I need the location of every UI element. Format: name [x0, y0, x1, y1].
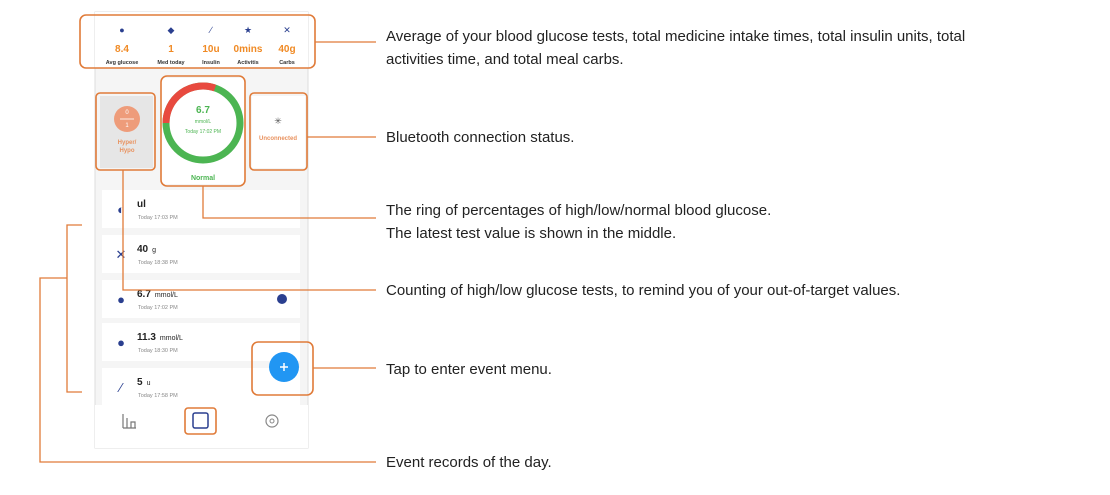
event-card[interactable] — [102, 235, 300, 273]
event-time: Today 18:30 PM — [138, 348, 178, 354]
latest-unit: mmol/L — [195, 119, 212, 125]
event-icon: ◐ — [117, 202, 125, 217]
event-value: 40 g — [137, 244, 156, 255]
event-value: 11.3 mmol/L — [137, 332, 183, 343]
highlight-nav — [184, 407, 217, 435]
event-time: Today 17:03 PM — [138, 215, 178, 221]
highlight-hyper-hypo — [95, 92, 156, 171]
stat-value: 0mins — [234, 44, 263, 55]
event-unit: mmol/L — [155, 292, 178, 299]
annotation-text: Event records of the day. — [386, 454, 552, 471]
hyper-label: Hyper/ — [118, 140, 137, 146]
stats: ● 8.4 Avg glucose ◆ 1 Med today ∕ 10u Insulin ★ 0m… — [106, 25, 296, 66]
stat-label: Med today — [157, 60, 185, 66]
event-card[interactable] — [102, 190, 300, 228]
annotation-text: activities time, and total meal carbs. — [386, 51, 624, 68]
stat-value: 1 — [168, 44, 174, 55]
event-number: 11.3 — [137, 332, 156, 343]
bluetooth-status: Unconnected — [259, 136, 297, 142]
plus-icon — [280, 363, 288, 371]
annotation-text: Counting of high/low glucose tests, to r… — [386, 282, 900, 299]
stat-value: 40g — [278, 44, 295, 55]
leader-line — [122, 170, 376, 291]
event-number: ul — [137, 199, 146, 210]
event-icon: ✕ — [116, 247, 127, 262]
leader-line — [39, 224, 376, 463]
stats-bar — [95, 12, 308, 68]
event-time: Today 17:58 PM — [138, 393, 178, 399]
latest-time: Today 17:02 PM — [185, 129, 221, 135]
latest-value: 6.7 — [196, 105, 210, 116]
stat-value: 10u — [202, 44, 219, 55]
event-time: Today 17:02 PM — [138, 305, 178, 311]
event-value: 6.7 mmol/L — [137, 289, 178, 300]
stat-icon: ★ — [244, 25, 252, 35]
stat-label: Insulin — [202, 60, 220, 66]
stat-value: 8.4 — [115, 44, 129, 55]
hypo-count: 1 — [125, 123, 129, 129]
event-icon: ● — [117, 335, 125, 350]
event-time: Today 18:38 PM — [138, 260, 178, 266]
bluetooth-card[interactable] — [252, 96, 305, 168]
annotation-text: Average of your blood glucose tests, tot… — [386, 28, 965, 45]
event-number: 5 — [137, 377, 143, 388]
event-icon: ● — [117, 292, 125, 307]
nav-settings[interactable] — [265, 414, 279, 428]
event-number: 40 — [137, 244, 149, 255]
annotation-text: The ring of percentages of high/low/norm… — [386, 202, 771, 219]
event-number: 6.7 — [137, 289, 151, 300]
latest-status: Normal — [191, 175, 215, 182]
leader-line — [202, 186, 376, 219]
bluetooth-icon: ✳ — [274, 116, 282, 126]
stat-label: Activitis — [237, 60, 258, 66]
stat-label: Avg glucose — [106, 60, 139, 66]
annotation-text: The latest test value is shown in the mi… — [386, 225, 676, 242]
ring-high — [162, 82, 217, 124]
event-card[interactable] — [102, 280, 300, 318]
annotations: Average of your blood glucose tests, tot… — [386, 28, 965, 471]
event-unit: g — [152, 247, 156, 254]
event-icon: ∕ — [117, 380, 124, 395]
stat-icon: ∕ — [208, 25, 213, 35]
event-unit: u — [147, 380, 151, 387]
stat-icon: ✕ — [283, 25, 291, 35]
stat-label: Carbs — [279, 60, 295, 66]
annotation-text: Tap to enter event menu. — [386, 361, 552, 378]
event-tag — [277, 294, 287, 304]
hyper-count: 0 — [125, 110, 129, 116]
annotation-text: Bluetooth connection status. — [386, 129, 574, 146]
event-list: ◐ ul Today 17:03 PM ✕ 40 g Today 18:38 PM ● 6.7 m… — [102, 190, 300, 406]
highlight-bluetooth — [249, 92, 308, 171]
event-unit: mmol/L — [160, 335, 183, 342]
stat-icon: ◆ — [168, 25, 175, 35]
hypo-label: Hypo — [120, 148, 135, 154]
nav-chart[interactable] — [122, 414, 136, 429]
nav-settings-core — [269, 418, 275, 424]
nav-events[interactable] — [192, 412, 209, 429]
event-value: ul — [137, 199, 146, 210]
event-card[interactable] — [102, 368, 300, 406]
stat-icon: ● — [119, 25, 124, 35]
